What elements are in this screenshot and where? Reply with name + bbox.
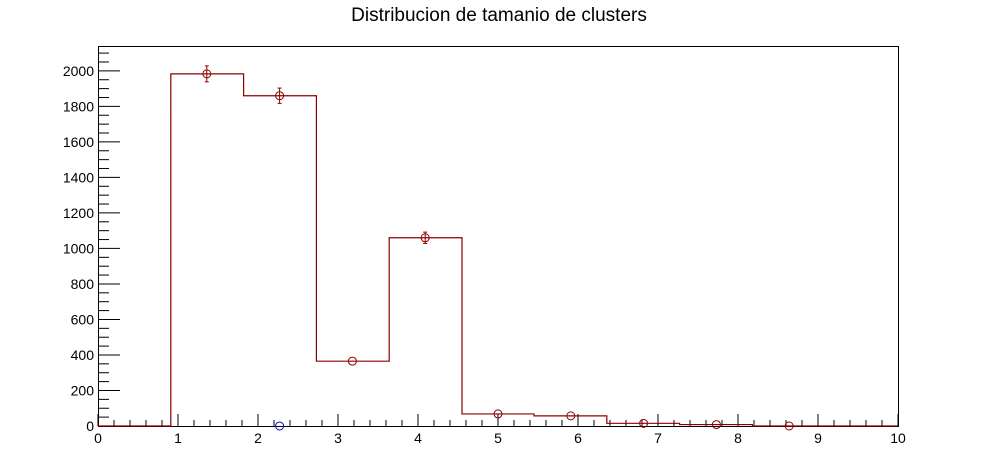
data-point-marker [566, 411, 576, 421]
x-tick-label: 5 [494, 430, 502, 446]
x-tick-label: 8 [734, 430, 742, 446]
y-tick-label: 1000 [63, 240, 94, 256]
data-point-marker [202, 69, 212, 79]
y-tick-label: 600 [71, 311, 95, 327]
data-point-marker [639, 418, 649, 428]
x-tick-label: 6 [574, 430, 582, 446]
y-tick-label: 1800 [63, 98, 94, 114]
data-point-marker [420, 233, 430, 243]
data-point-marker [347, 356, 357, 366]
data-point-marker [275, 91, 285, 101]
y-tick-label: 800 [71, 276, 95, 292]
y-tick-label: 1600 [63, 134, 94, 150]
y-tick-label: 0 [86, 418, 94, 434]
x-tick-label: 4 [414, 430, 422, 446]
y-tick-label: 1400 [63, 169, 94, 185]
data-point-marker [784, 421, 794, 431]
x-tick-label: 2 [254, 430, 262, 446]
x-tick-label: 7 [654, 430, 662, 446]
y-tick-label: 2000 [63, 63, 94, 79]
x-tick-label: 3 [334, 430, 342, 446]
data-point-marker [493, 409, 503, 419]
plot-frame [98, 46, 899, 427]
y-tick-label: 400 [71, 347, 95, 363]
y-tick-label: 1200 [63, 205, 94, 221]
histogram-step-line [98, 73, 898, 427]
x-tick-label: 1 [174, 430, 182, 446]
y-tick-label: 200 [71, 382, 95, 398]
data-point-marker [275, 421, 285, 431]
data-point-marker [711, 420, 721, 430]
x-tick-label: 10 [890, 430, 906, 446]
chart-title: Distribucion de tamanio de clusters [351, 5, 647, 26]
x-tick-label: 9 [814, 430, 822, 446]
x-tick-label: 0 [94, 430, 102, 446]
